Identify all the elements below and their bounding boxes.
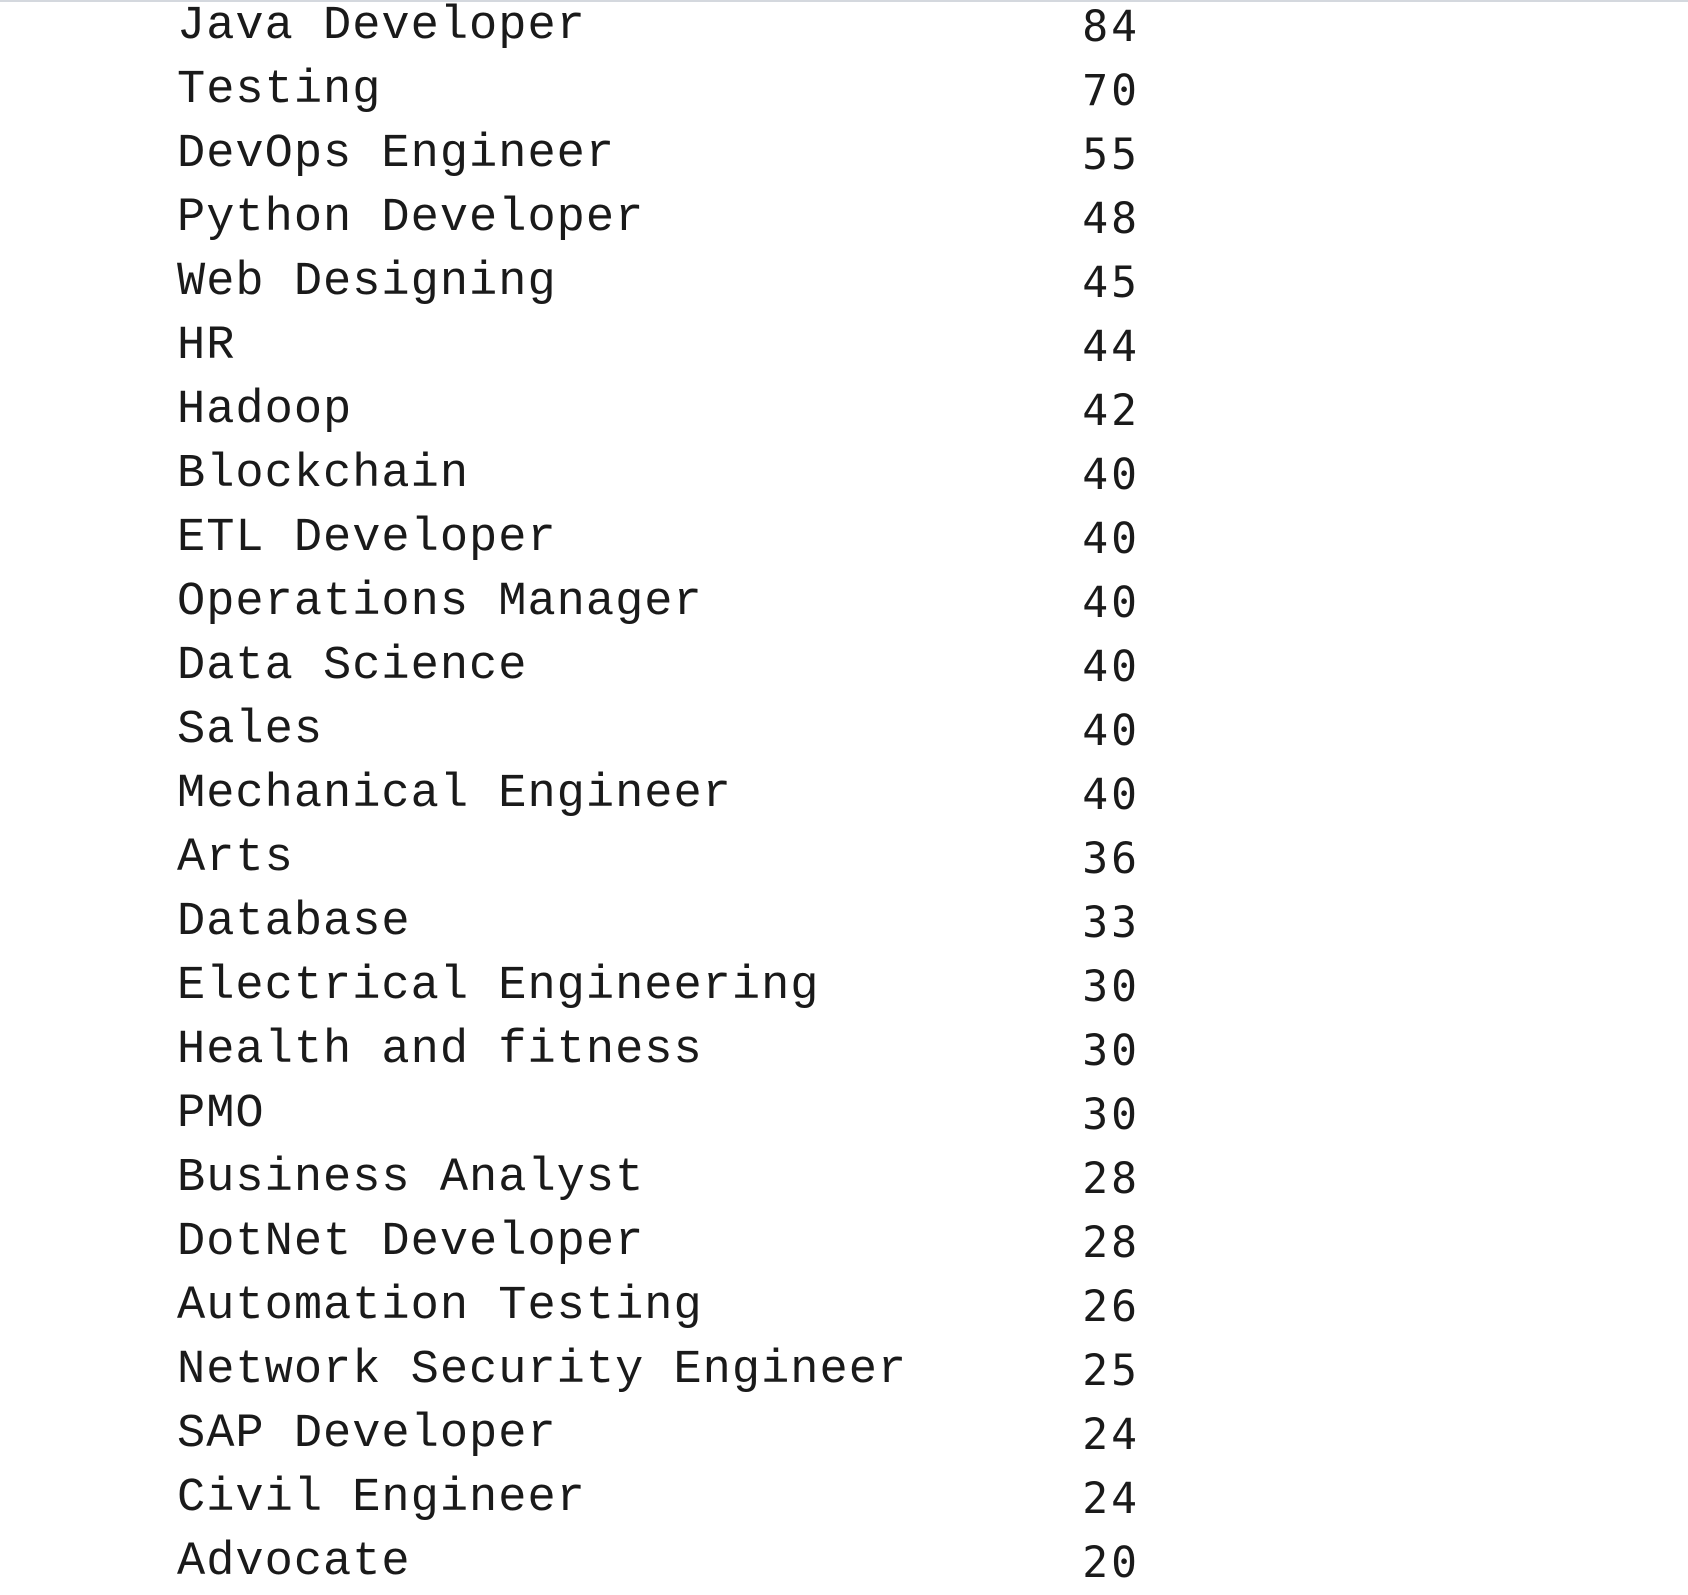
output-row: Business Analyst 28 xyxy=(0,1147,1688,1211)
category-label: Automation Testing xyxy=(177,1280,703,1333)
output-row: DevOps Engineer 55 xyxy=(0,123,1688,187)
category-count: 20 xyxy=(1082,1538,1140,1588)
output-row: Operations Manager 40 xyxy=(0,571,1688,635)
category-count: 36 xyxy=(1082,834,1140,884)
output-top-border xyxy=(0,0,1688,2)
output-row: ETL Developer 40 xyxy=(0,507,1688,571)
category-label: Blockchain xyxy=(177,448,470,501)
category-count: 70 xyxy=(1082,66,1140,116)
category-label: Web Designing xyxy=(177,256,557,309)
category-count: 30 xyxy=(1082,1090,1140,1140)
output-row: Testing 70 xyxy=(0,59,1688,123)
category-label: Advocate xyxy=(177,1536,411,1589)
output-row: Java Developer 84 xyxy=(0,0,1688,59)
category-label: Java Developer xyxy=(177,0,586,53)
category-label: Electrical Engineering xyxy=(177,960,820,1013)
category-count: 30 xyxy=(1082,1026,1140,1076)
output-row: Blockchain 40 xyxy=(0,443,1688,507)
category-count: 40 xyxy=(1082,770,1140,820)
category-label: Business Analyst xyxy=(177,1152,645,1205)
category-count: 26 xyxy=(1082,1282,1140,1332)
category-count: 40 xyxy=(1082,706,1140,756)
category-label: Civil Engineer xyxy=(177,1472,586,1525)
category-label: HR xyxy=(177,320,236,373)
output-row: Electrical Engineering 30 xyxy=(0,955,1688,1019)
category-label: ETL Developer xyxy=(177,512,557,565)
category-count: 24 xyxy=(1082,1410,1140,1460)
category-label: Arts xyxy=(177,832,294,885)
category-label: Network Security Engineer xyxy=(177,1344,908,1397)
output-row: Automation Testing 26 xyxy=(0,1275,1688,1339)
output-row: Mechanical Engineer 40 xyxy=(0,763,1688,827)
category-count: 55 xyxy=(1082,130,1140,180)
output-row: Data Science 40 xyxy=(0,635,1688,699)
output-row: Advocate 20 xyxy=(0,1531,1688,1595)
category-count: 30 xyxy=(1082,962,1140,1012)
output-row: Civil Engineer 24 xyxy=(0,1467,1688,1531)
category-count: 40 xyxy=(1082,450,1140,500)
output-row: Hadoop 42 xyxy=(0,379,1688,443)
category-label: Mechanical Engineer xyxy=(177,768,732,821)
category-count: 25 xyxy=(1082,1346,1140,1396)
category-label: Health and fitness xyxy=(177,1024,703,1077)
output-row: Arts 36 xyxy=(0,827,1688,891)
category-label: Testing xyxy=(177,64,382,117)
output-row: HR 44 xyxy=(0,315,1688,379)
category-count: 40 xyxy=(1082,514,1140,564)
category-label: DotNet Developer xyxy=(177,1216,645,1269)
category-label: PMO xyxy=(177,1088,265,1141)
category-count: 24 xyxy=(1082,1474,1140,1524)
category-count: 44 xyxy=(1082,322,1140,372)
category-label: Operations Manager xyxy=(177,576,703,629)
output-row: DotNet Developer 28 xyxy=(0,1211,1688,1275)
output-row: Health and fitness 30 xyxy=(0,1019,1688,1083)
category-label: Hadoop xyxy=(177,384,353,437)
output-row: PMO 30 xyxy=(0,1083,1688,1147)
category-count: 28 xyxy=(1082,1218,1140,1268)
output-row: Python Developer 48 xyxy=(0,187,1688,251)
output-row: Database 33 xyxy=(0,891,1688,955)
category-label: Sales xyxy=(177,704,324,757)
category-label: Database xyxy=(177,896,411,949)
category-label: Data Science xyxy=(177,640,528,693)
category-label: Python Developer xyxy=(177,192,645,245)
category-count: 45 xyxy=(1082,258,1140,308)
output-row: SAP Developer 24 xyxy=(0,1403,1688,1467)
category-count: 40 xyxy=(1082,578,1140,628)
output-row: Sales 40 xyxy=(0,699,1688,763)
category-count: 42 xyxy=(1082,386,1140,436)
category-count: 28 xyxy=(1082,1154,1140,1204)
output-row: Network Security Engineer 25 xyxy=(0,1339,1688,1403)
category-label: SAP Developer xyxy=(177,1408,557,1461)
category-count: 33 xyxy=(1082,898,1140,948)
category-count: 40 xyxy=(1082,642,1140,692)
output-row: Web Designing 45 xyxy=(0,251,1688,315)
category-count: 84 xyxy=(1082,2,1140,52)
category-label: DevOps Engineer xyxy=(177,128,616,181)
category-count: 48 xyxy=(1082,194,1140,244)
